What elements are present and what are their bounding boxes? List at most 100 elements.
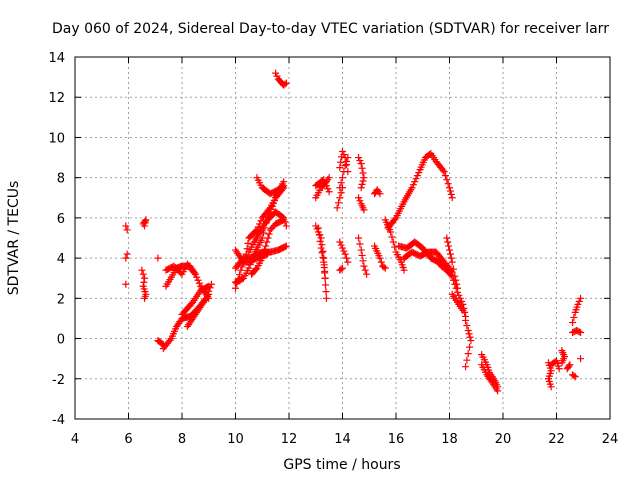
- data-point: [444, 238, 452, 246]
- data-point: [565, 362, 573, 370]
- data-point: [315, 231, 323, 239]
- data-point: [357, 246, 365, 254]
- data-point: [450, 265, 458, 273]
- data-point: [245, 264, 253, 272]
- data-point: [339, 174, 346, 182]
- data-point: [448, 194, 456, 202]
- data-point: [388, 233, 396, 241]
- data-point: [400, 266, 408, 274]
- data-point: [154, 254, 162, 262]
- data-point: [139, 270, 147, 278]
- data-point: [122, 222, 130, 230]
- data-point: [280, 182, 288, 190]
- data-point: [282, 79, 290, 87]
- data-point: [336, 164, 344, 172]
- data-point: [360, 174, 368, 182]
- data-point: [279, 183, 287, 191]
- y-tick-label: 6: [57, 212, 65, 227]
- data-point: [344, 258, 352, 266]
- data-point: [272, 69, 280, 77]
- data-point: [122, 280, 130, 288]
- data-point: [318, 249, 326, 257]
- data-point: [334, 199, 342, 207]
- data-point: [408, 184, 416, 192]
- data-point: [325, 188, 333, 196]
- y-axis-ticks: -4 -2 0 2 4 6 8 10 12 14: [48, 51, 610, 428]
- data-point: [252, 265, 260, 273]
- data-point: [324, 185, 332, 193]
- data-point: [340, 168, 348, 176]
- data-point: [466, 333, 474, 341]
- data-point: [445, 242, 453, 250]
- y-tick-label: -4: [52, 413, 65, 428]
- data-point: [322, 182, 330, 190]
- y-tick-label: 2: [57, 292, 65, 307]
- x-tick-label: 8: [178, 432, 186, 447]
- x-axis-label: GPS time / hours: [283, 457, 400, 473]
- data-point: [259, 250, 267, 258]
- gridlines: [75, 57, 610, 419]
- data-point: [123, 226, 131, 234]
- data-point: [381, 264, 389, 272]
- data-point: [122, 254, 130, 262]
- data-point: [466, 343, 474, 351]
- data-point: [465, 330, 473, 338]
- data-point: [571, 373, 579, 381]
- data-point: [448, 258, 456, 266]
- data-point: [195, 279, 203, 287]
- data-point: [141, 222, 149, 230]
- data-point: [356, 157, 364, 165]
- data-point: [359, 177, 367, 185]
- data-point: [322, 288, 330, 296]
- data-point: [336, 238, 344, 246]
- data-point: [355, 154, 363, 162]
- data-point: [356, 240, 364, 248]
- x-tick-label: 24: [602, 432, 619, 447]
- data-point: [325, 174, 333, 182]
- data-point: [123, 250, 131, 258]
- data-point: [357, 160, 365, 168]
- data-point: [357, 184, 365, 192]
- data-point: [337, 265, 345, 273]
- data-point: [191, 270, 199, 278]
- data-point: [575, 328, 583, 336]
- data-point: [413, 172, 421, 180]
- data-point: [339, 244, 346, 252]
- data-point: [244, 239, 252, 247]
- data-point: [376, 190, 384, 198]
- data-point: [343, 158, 351, 166]
- data-point: [439, 166, 447, 174]
- y-tick-label: 4: [57, 252, 65, 267]
- data-point: [360, 206, 368, 214]
- data-point: [558, 359, 566, 367]
- data-markers: [122, 69, 585, 395]
- data-point: [575, 297, 583, 305]
- data-point: [205, 290, 213, 298]
- data-point: [463, 356, 471, 364]
- data-point: [337, 158, 345, 166]
- data-point: [377, 258, 385, 266]
- data-point: [440, 168, 448, 176]
- data-point: [358, 180, 366, 188]
- data-point: [257, 217, 265, 225]
- data-point: [462, 316, 470, 324]
- x-tick-label: 6: [124, 432, 132, 447]
- data-point: [389, 238, 397, 246]
- y-tick-label: 0: [57, 333, 65, 348]
- data-point: [447, 271, 455, 279]
- data-point: [358, 251, 366, 259]
- data-point: [355, 234, 363, 242]
- chart-title: Day 060 of 2024, Sidereal Day-to-day VTE…: [52, 21, 609, 37]
- data-point: [141, 219, 149, 227]
- y-tick-label: 14: [48, 51, 65, 66]
- data-point: [451, 272, 459, 280]
- data-point: [453, 280, 461, 288]
- data-point: [577, 294, 585, 302]
- data-point: [359, 169, 367, 177]
- data-point: [340, 247, 348, 255]
- data-point: [141, 294, 149, 302]
- data-point: [339, 264, 346, 272]
- data-point: [444, 180, 452, 188]
- data-point: [487, 377, 495, 385]
- data-point: [341, 250, 349, 258]
